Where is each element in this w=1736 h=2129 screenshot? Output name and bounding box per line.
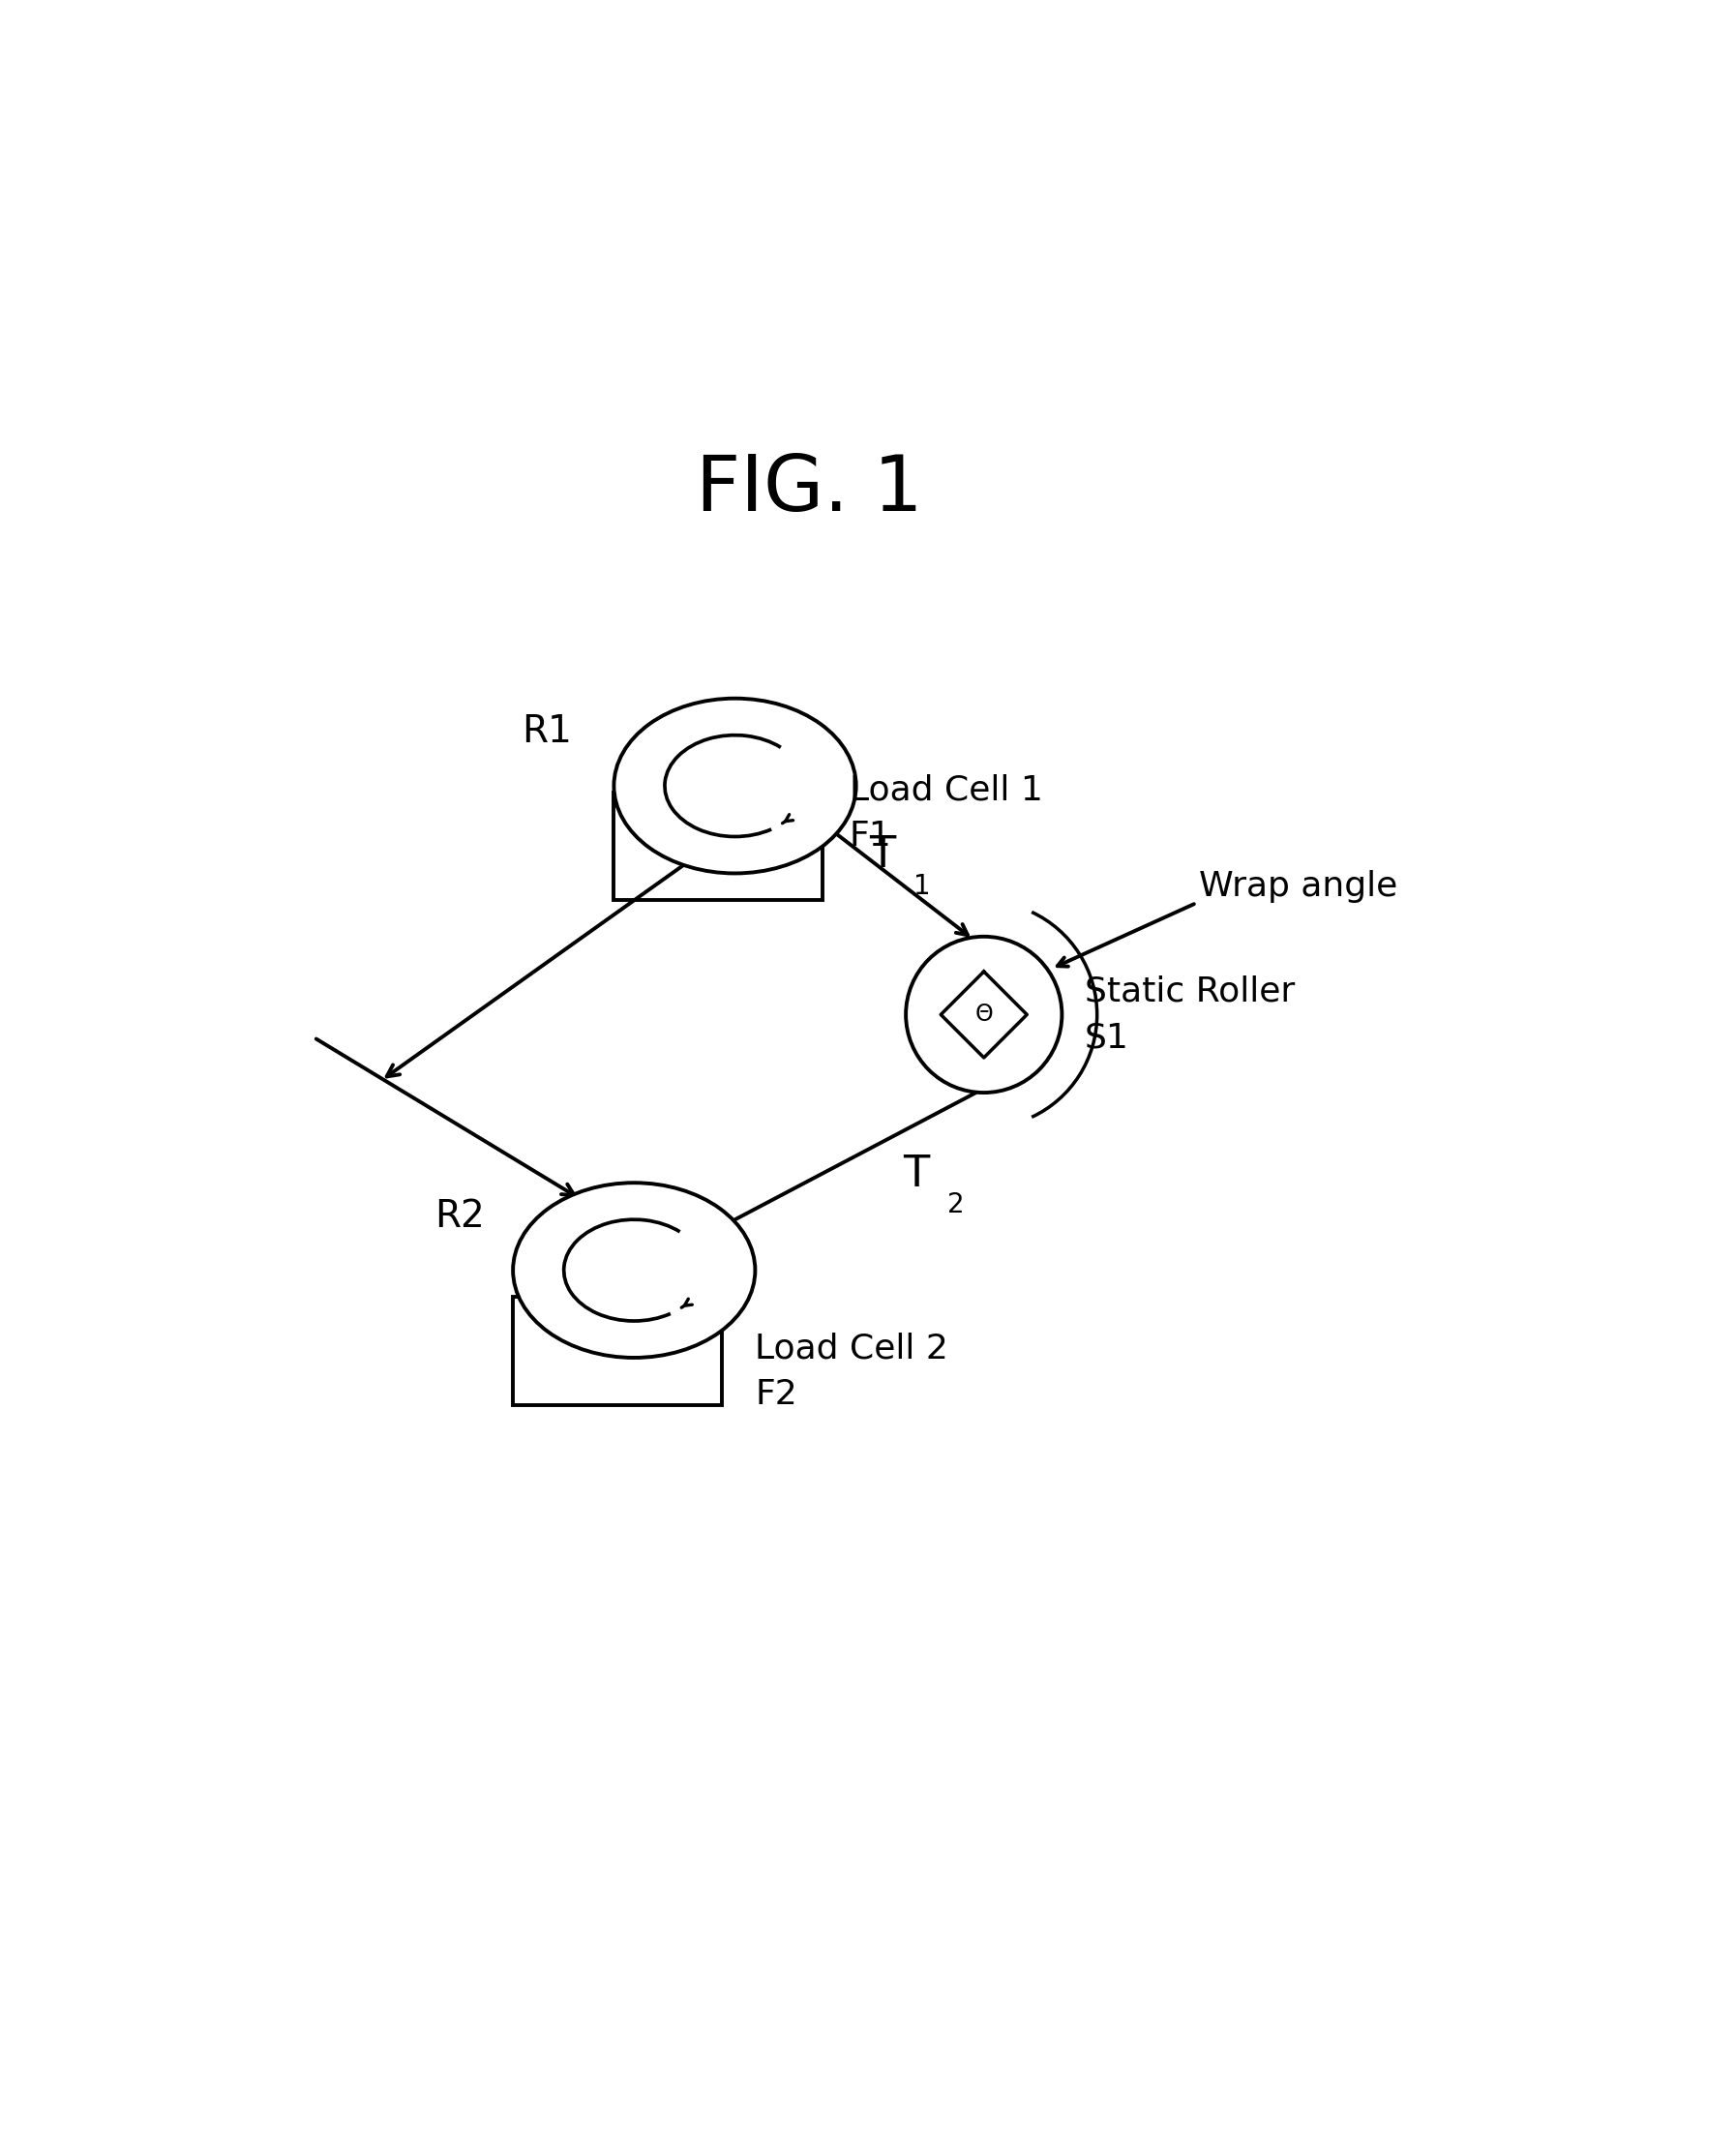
Circle shape bbox=[906, 937, 1062, 1092]
Text: Static Roller
S1: Static Roller S1 bbox=[1085, 975, 1295, 1054]
Text: $\Theta$: $\Theta$ bbox=[974, 1003, 993, 1026]
Bar bbox=[514, 1297, 722, 1405]
Text: 2: 2 bbox=[948, 1190, 965, 1218]
Ellipse shape bbox=[615, 698, 856, 873]
Text: T: T bbox=[870, 835, 896, 875]
Text: T: T bbox=[903, 1154, 929, 1194]
Text: Load Cell 2
F2: Load Cell 2 F2 bbox=[755, 1333, 948, 1412]
Text: 1: 1 bbox=[913, 873, 930, 901]
Ellipse shape bbox=[514, 1184, 755, 1358]
Text: Wrap angle: Wrap angle bbox=[1200, 871, 1397, 903]
Text: Load Cell 1
F1: Load Cell 1 F1 bbox=[849, 773, 1043, 852]
Text: R1: R1 bbox=[521, 713, 571, 749]
Text: R2: R2 bbox=[434, 1199, 484, 1235]
Bar bbox=[615, 792, 823, 901]
Text: FIG. 1: FIG. 1 bbox=[696, 451, 922, 528]
